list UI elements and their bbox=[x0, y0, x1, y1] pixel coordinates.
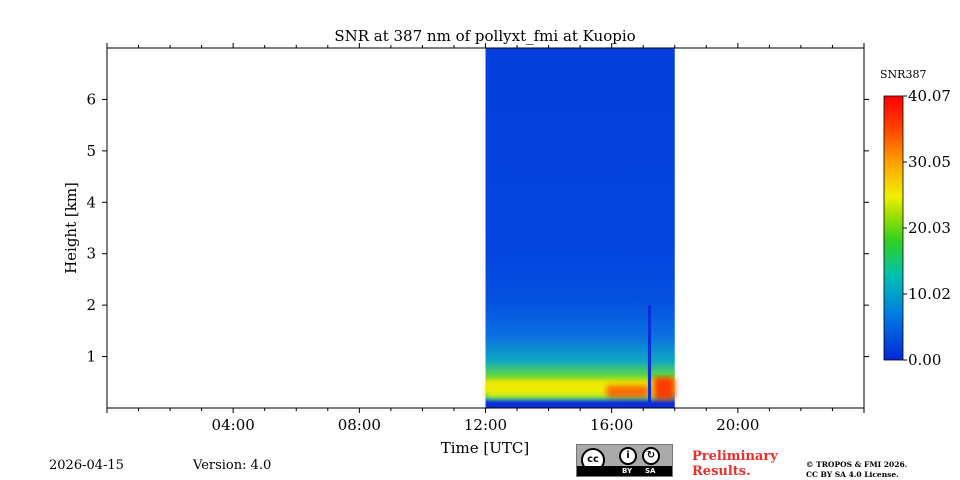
y-axis: 1 2 3 4 5 6 bbox=[86, 90, 869, 366]
share-alike-icon: ↻ bbox=[642, 447, 660, 465]
x-axis-label: Time [UTC] bbox=[441, 439, 530, 457]
preliminary-line1: Preliminary bbox=[692, 449, 778, 464]
footer-version: Version: 4.0 bbox=[193, 458, 272, 473]
copyright-line1: © TROPOS & FMI 2026. bbox=[806, 460, 908, 469]
by-label: BY bbox=[622, 467, 633, 475]
copyright-line2: CC BY SA 4.0 License. bbox=[806, 470, 899, 479]
y-tick-label: 6 bbox=[86, 90, 96, 108]
y-tick-label: 3 bbox=[86, 245, 96, 263]
x-tick-label: 20:00 bbox=[716, 416, 759, 434]
y-axis-label: Height [km] bbox=[62, 182, 80, 274]
x-tick-label: 16:00 bbox=[590, 416, 633, 434]
colorbar-label: SNR387 bbox=[880, 68, 926, 81]
data-window bbox=[485, 48, 675, 408]
colorbar-tick-label: 10.02 bbox=[908, 285, 951, 303]
signal-features bbox=[485, 377, 675, 401]
colorbar bbox=[883, 95, 904, 361]
snr-patch bbox=[605, 384, 650, 398]
y-tick-label: 5 bbox=[86, 142, 96, 160]
person-icon: i bbox=[619, 447, 637, 465]
snr-patch bbox=[652, 377, 675, 401]
cc-license-badge: cc i ↻ BY SA bbox=[576, 444, 673, 477]
copyright-notice: © TROPOS & FMI 2026. CC BY SA 4.0 Licens… bbox=[806, 460, 907, 480]
y-tick-label: 1 bbox=[86, 348, 96, 366]
footer-date: 2026-04-15 bbox=[49, 458, 124, 473]
sa-label: SA bbox=[645, 467, 656, 475]
y-tick-label: 2 bbox=[86, 296, 96, 314]
x-tick-label: 12:00 bbox=[464, 416, 507, 434]
colorbar-ticks: 0.00 10.02 20.03 30.05 40.07 bbox=[903, 87, 951, 369]
snr-heatmap bbox=[485, 48, 675, 408]
preliminary-notice: Preliminary Results. bbox=[692, 449, 778, 479]
x-axis: 04:00 08:00 12:00 16:00 20:00 bbox=[106, 43, 865, 434]
y-tick-label: 4 bbox=[86, 193, 96, 211]
colorbar-tick-label: 20.03 bbox=[908, 219, 951, 237]
chart-title: SNR at 387 nm of pollyxt_fmi at Kuopio bbox=[334, 27, 635, 45]
colorbar-tick-label: 40.07 bbox=[908, 87, 951, 105]
x-tick-label: 04:00 bbox=[212, 416, 255, 434]
colorbar-tick-label: 0.00 bbox=[908, 351, 941, 369]
data-gap bbox=[647, 305, 652, 408]
colorbar-tick-label: 30.05 bbox=[908, 153, 951, 171]
x-tick-label: 08:00 bbox=[338, 416, 381, 434]
preliminary-line2: Results. bbox=[692, 464, 751, 479]
